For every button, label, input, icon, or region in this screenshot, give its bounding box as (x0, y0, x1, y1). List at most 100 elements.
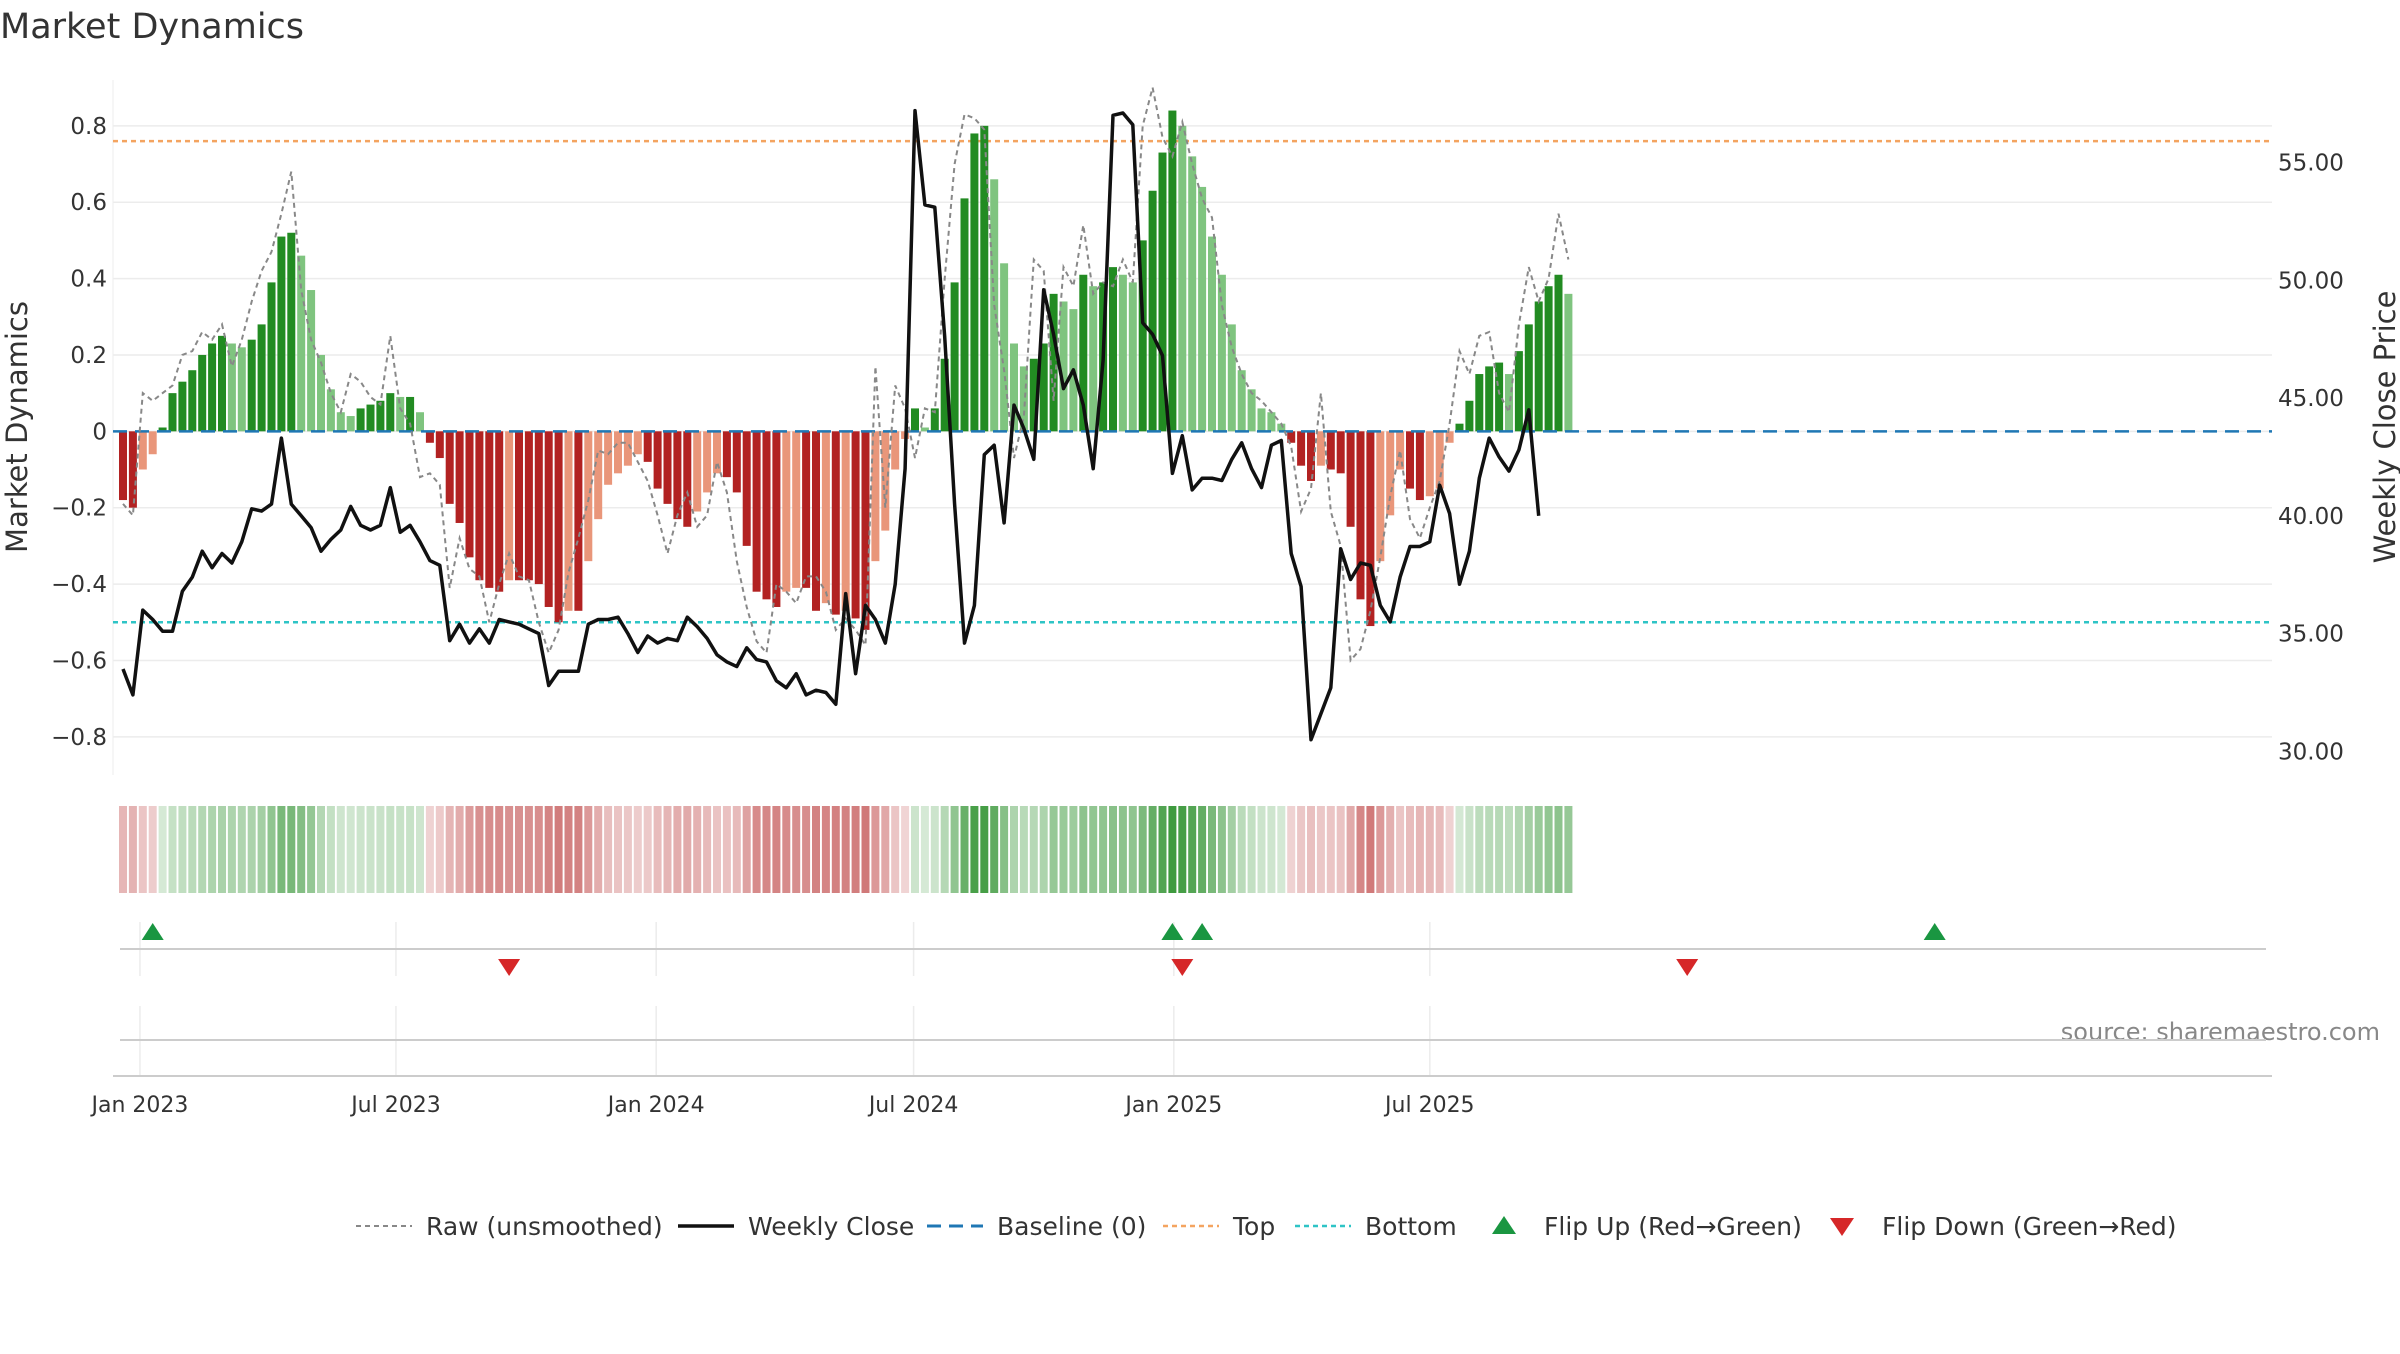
strip-cell (871, 806, 880, 893)
dynamics-bar (831, 431, 840, 615)
dynamics-bar (643, 431, 652, 462)
dynamics-bar (1425, 431, 1434, 497)
dynamics-bar (1307, 431, 1315, 481)
strip-cell (881, 806, 890, 893)
dynamics-bar (673, 431, 682, 520)
dynamics-bar (1059, 301, 1068, 432)
strip-cell (1059, 806, 1068, 893)
strip-cell (1366, 806, 1375, 893)
dynamics-bar (851, 431, 860, 619)
y-axis-label: Market Dynamics (0, 301, 34, 553)
dynamics-bar (1465, 400, 1474, 432)
strip-cell (1336, 806, 1345, 893)
flip-down-marker (1676, 959, 1699, 976)
chart-title: Market Dynamics (0, 7, 304, 47)
dynamics-bar (891, 431, 900, 470)
strip-cell (1425, 806, 1434, 893)
dynamics-bar (1217, 274, 1226, 432)
strip-cell (406, 806, 415, 893)
strip-cell (891, 806, 900, 893)
dynamics-bar (1039, 343, 1048, 432)
strip-cell (623, 806, 632, 893)
strip-cell (1188, 806, 1197, 893)
strip-cell (1089, 806, 1098, 893)
strip-cell (544, 806, 553, 893)
dynamics-bar (336, 412, 345, 432)
strip-cell (396, 806, 405, 893)
legend-item: Baseline (0) (927, 1212, 1146, 1241)
strip-cell (297, 806, 306, 893)
x-tick-labels: Jan 2023 Jul 2023 Jan 2024 Jul 2024 Jan 2025… (90, 1093, 1475, 1118)
dynamics-bar (960, 198, 969, 432)
legend-item: Bottom (1295, 1212, 1457, 1241)
dynamics-bar (1158, 152, 1167, 432)
strip-cell (980, 806, 989, 893)
strip-cell (1128, 806, 1137, 893)
strip-cell (475, 806, 484, 893)
dynamics-bar (515, 431, 523, 581)
strip-cell (1554, 806, 1563, 893)
dynamics-bar (732, 431, 741, 493)
dynamics-bar (772, 431, 781, 607)
legend-label: Flip Down (Green→Red) (1882, 1212, 2177, 1241)
strip-cell (1396, 806, 1405, 893)
strip-cell (1138, 806, 1147, 893)
dynamics-bar (227, 343, 236, 432)
raw-series (122, 87, 1570, 663)
strip-cell (435, 806, 444, 893)
dynamics-bar (237, 347, 246, 432)
dynamics-bar (564, 431, 573, 611)
strip-cell (465, 806, 474, 893)
dynamics-bar (425, 431, 434, 443)
strip-cell (317, 806, 325, 893)
dynamics-bar (1435, 431, 1444, 489)
dynamics-bar (1386, 431, 1395, 516)
dynamics-bar (623, 431, 632, 466)
dynamics-bar (980, 125, 989, 432)
strip-cell (257, 806, 266, 893)
dynamics-bar (1257, 408, 1266, 432)
y-tick-label: −0.8 (51, 725, 107, 751)
dynamics-bar (495, 431, 504, 592)
legend-item: Raw (unsmoothed) (356, 1212, 663, 1241)
strip-cell (1534, 806, 1543, 893)
y-tick-label: 0.8 (70, 114, 107, 140)
strip-cell (376, 806, 385, 893)
source-label: source: sharemaestro.com (2061, 1018, 2380, 1046)
dynamics-bar (1326, 431, 1335, 470)
dynamics-bar (633, 431, 642, 455)
strip-cell (138, 806, 147, 893)
strip-cell (1049, 806, 1058, 893)
strip-cell (119, 806, 127, 893)
y-tick-label: 0 (92, 419, 107, 445)
strip-cell (722, 806, 731, 893)
dynamics-bar (1534, 301, 1543, 432)
strip-cell (653, 806, 662, 893)
dynamics-bar (148, 431, 157, 455)
dynamics-bar (1544, 286, 1553, 432)
close-series (121, 108, 1541, 742)
strip-cell (1465, 806, 1474, 893)
dynamics-bar (1138, 240, 1147, 432)
dynamics-bar (317, 354, 325, 432)
strip-cell (326, 806, 335, 893)
strip-cell (1237, 806, 1246, 893)
dynamics-bar (168, 393, 177, 432)
strip-cell (1267, 806, 1276, 893)
dynamics-bar (1475, 374, 1484, 432)
dynamics-bar (1128, 282, 1137, 432)
dynamics-bar (1514, 351, 1523, 432)
dynamics-bar (297, 255, 306, 432)
strip-cell (1208, 806, 1216, 893)
dynamics-bar (802, 431, 811, 588)
strip-cell (821, 806, 830, 893)
y2-tick-label: 30.00 (2278, 739, 2344, 765)
dynamics-bar (1415, 431, 1424, 501)
strip-cell (663, 806, 672, 893)
dynamics-bar (1316, 431, 1325, 466)
dynamics-bar (277, 236, 286, 432)
strip-cell (633, 806, 642, 893)
flip-down-marker (1171, 959, 1194, 976)
legend: Raw (unsmoothed) Weekly Close Baseline (0)… (356, 1212, 2177, 1241)
strip-cell (1307, 806, 1315, 893)
